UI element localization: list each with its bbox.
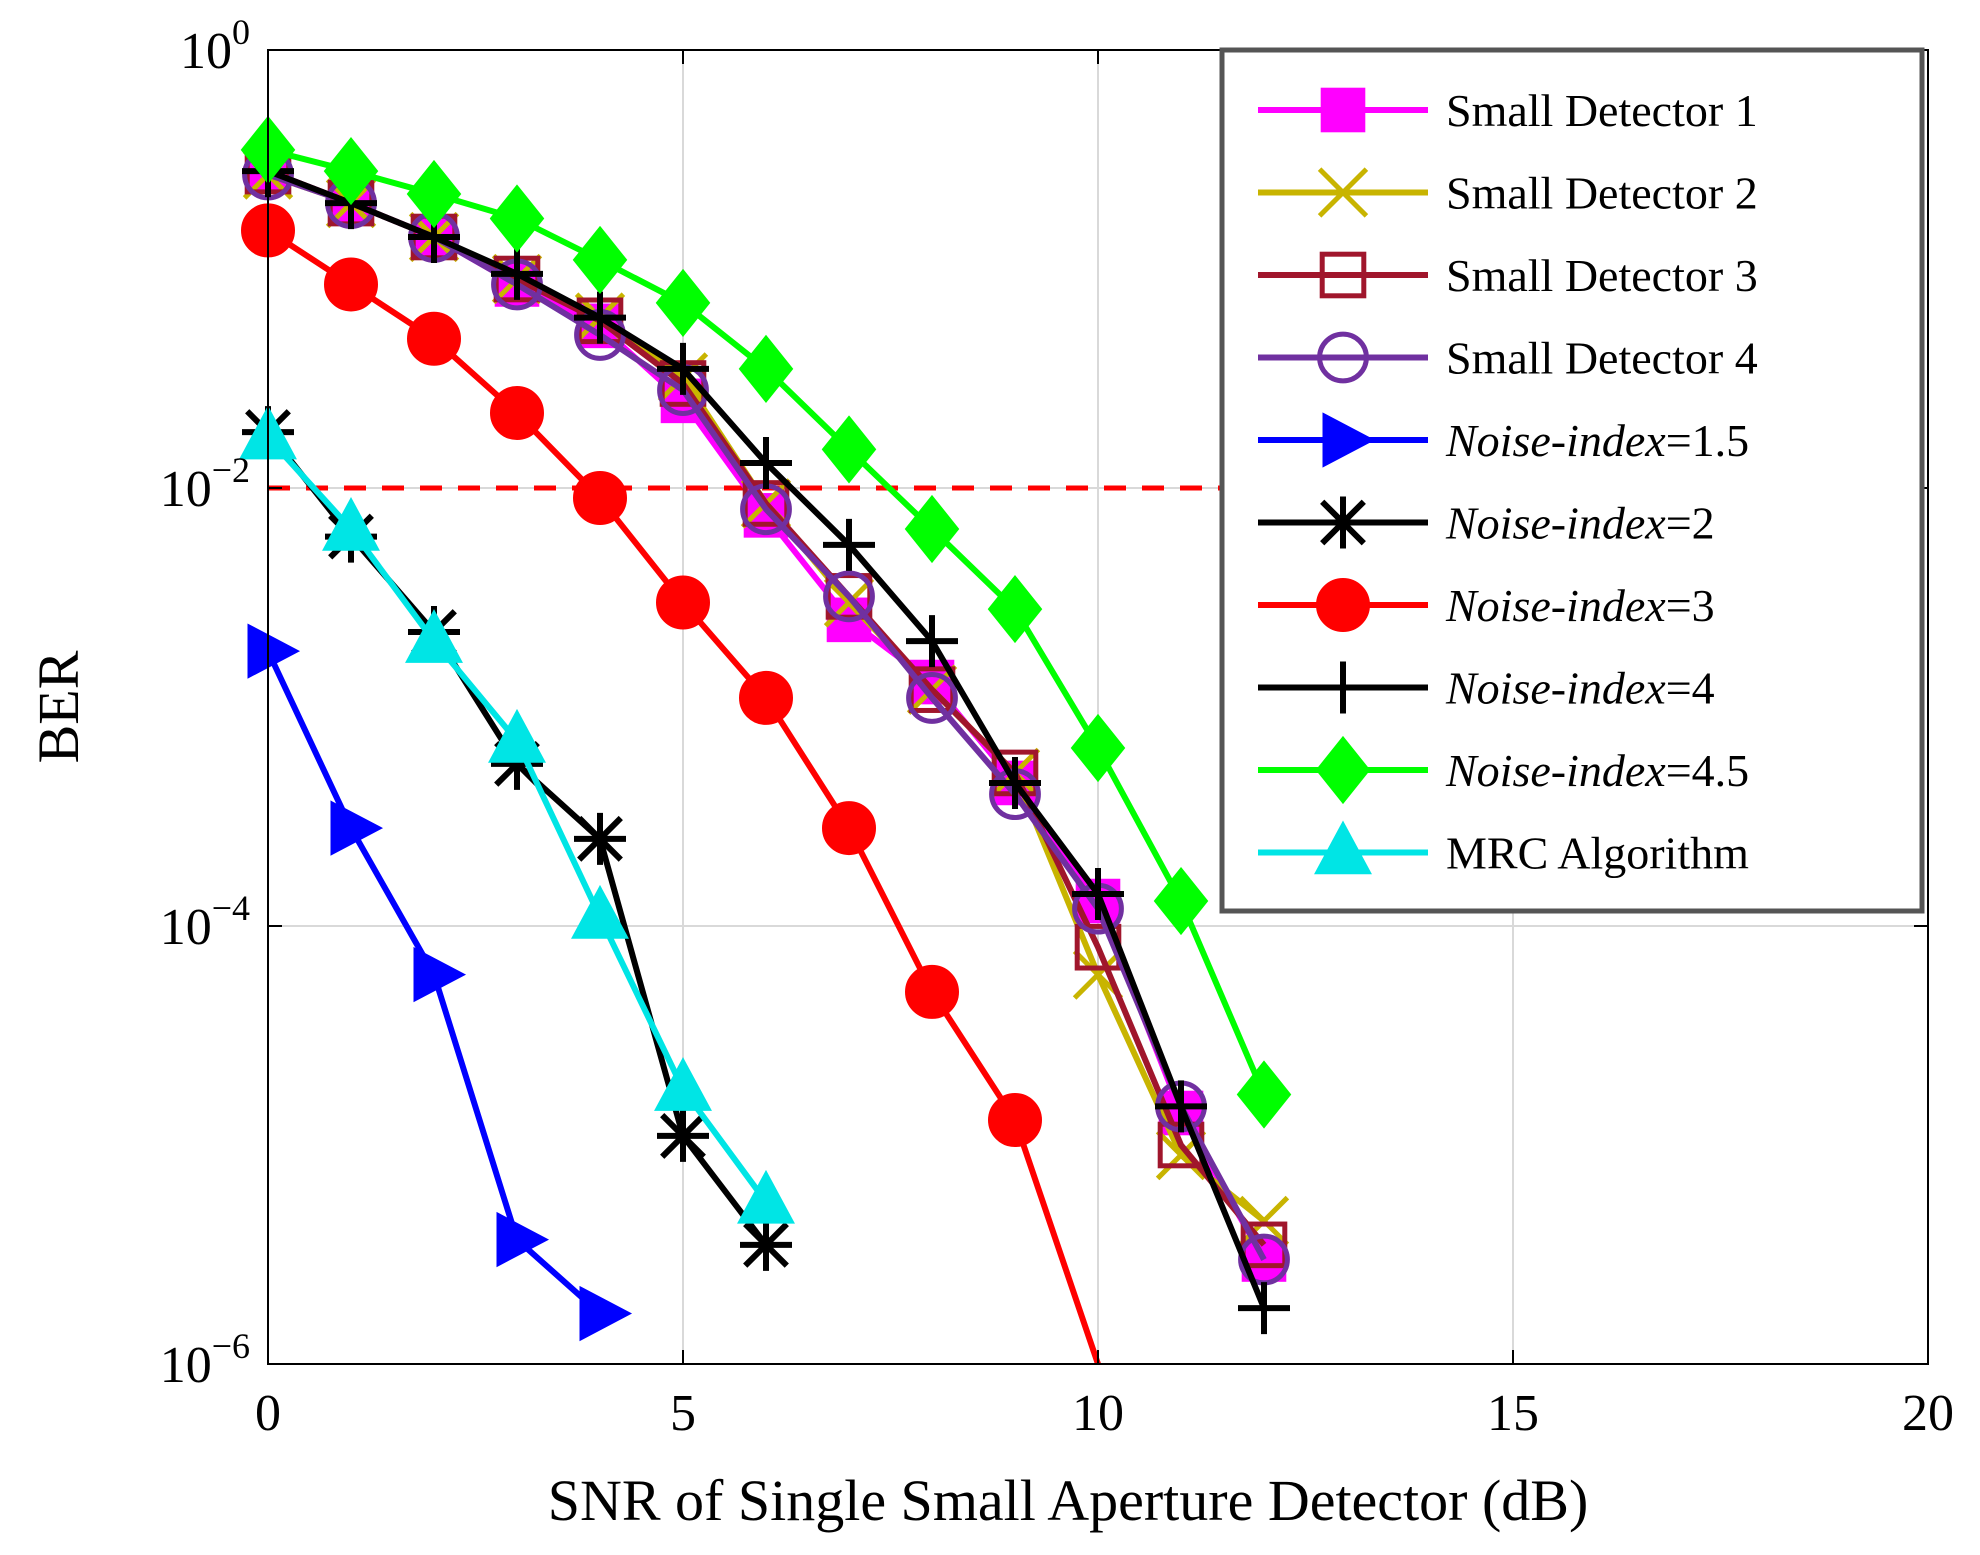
legend-label: Small Detector 1 (1446, 85, 1758, 136)
data-point (825, 573, 873, 620)
legend-label: MRC Algorithm (1446, 828, 1749, 879)
data-point (906, 615, 958, 668)
legend-marker (1317, 496, 1369, 549)
data-point (407, 311, 461, 366)
data-point (739, 670, 793, 725)
data-point (1070, 713, 1126, 783)
legend-marker (1317, 331, 1369, 384)
x-tick-label: 15 (1487, 1385, 1539, 1442)
legend-marker (1322, 412, 1376, 468)
data-point (1155, 1080, 1207, 1133)
legend-entry: Noise-index=4 (1258, 661, 1715, 714)
legend-label: Noise-index=1.5 (1445, 415, 1749, 466)
series-5 (247, 623, 633, 1342)
data-point (823, 570, 875, 623)
data-point (491, 737, 543, 790)
data-point (571, 884, 629, 939)
data-point (1236, 1060, 1292, 1129)
data-point (496, 1211, 550, 1268)
data-point (406, 159, 462, 229)
data-point (823, 518, 875, 571)
data-point (405, 609, 463, 663)
legend-entry: Small Detector 4 (1258, 331, 1758, 384)
data-point (656, 575, 710, 630)
series-9 (240, 115, 1292, 1129)
legend-label: Noise-index=4 (1445, 663, 1715, 714)
legend-entry: Noise-index=2 (1258, 496, 1715, 549)
data-point (740, 1218, 792, 1271)
legend-label: Noise-index=2 (1445, 498, 1715, 549)
y-axis-title: BER (26, 650, 91, 763)
data-point (655, 268, 711, 338)
data-point (738, 334, 794, 403)
data-point (654, 1057, 712, 1111)
data-point (906, 672, 958, 724)
data-point (740, 437, 792, 490)
data-point (905, 964, 959, 1019)
x-tick-label: 10 (1072, 1385, 1124, 1442)
y-tick-label: 100 (180, 12, 250, 80)
legend-marker (1315, 735, 1371, 805)
data-point (324, 257, 378, 312)
data-point (657, 342, 709, 395)
legend-marker (1320, 87, 1366, 133)
legend-marker (1317, 167, 1369, 218)
data-point (488, 708, 546, 763)
legend-entry: Noise-index=1.5 (1258, 412, 1749, 468)
legend-label: Noise-index=4.5 (1445, 745, 1749, 796)
data-point (988, 1093, 1042, 1148)
data-point (322, 496, 380, 551)
data-point (489, 184, 545, 253)
data-point (822, 801, 876, 856)
data-point (323, 136, 379, 206)
data-point (1238, 1282, 1290, 1335)
legend-entry: Noise-index=4.5 (1258, 735, 1749, 805)
data-point (574, 291, 626, 344)
y-tick-label: 10−4 (160, 888, 250, 956)
y-tick-label: 10−6 (160, 1326, 250, 1394)
data-point (904, 494, 960, 564)
data-point (657, 1109, 709, 1162)
x-tick-label: 20 (1902, 1385, 1954, 1442)
data-point (821, 415, 877, 484)
legend-marker (1317, 661, 1369, 714)
data-point (490, 386, 544, 441)
y-tick-label: 10−2 (160, 450, 250, 518)
legend-entry: MRC Algorithm (1258, 820, 1749, 879)
legend-label: Small Detector 4 (1446, 333, 1758, 384)
data-point (574, 812, 626, 865)
legend-entry: Small Detector 3 (1258, 250, 1758, 301)
series-7 (241, 203, 1101, 1364)
legend-label: Noise-index=3 (1445, 580, 1715, 631)
x-tick-label: 0 (255, 1385, 281, 1442)
legend-entry: Small Detector 2 (1258, 167, 1758, 219)
legend-marker (1316, 578, 1370, 632)
legend-entry: Small Detector 1 (1258, 85, 1758, 136)
legend-label: Small Detector 2 (1446, 168, 1758, 219)
x-tick-label: 5 (670, 1385, 696, 1442)
legend-label: Small Detector 3 (1446, 250, 1758, 301)
x-axis-title: SNR of Single Small Aperture Detector (d… (548, 1468, 1589, 1533)
data-point (330, 800, 384, 856)
legend-marker (1319, 251, 1367, 299)
legend-entry: Noise-index=3 (1258, 578, 1715, 632)
data-point (989, 756, 1041, 809)
data-point (737, 1169, 795, 1224)
axis-ticks: 0 5 10 15 20 100 10−2 10−4 10−6 (160, 12, 1954, 1442)
data-point (1072, 867, 1124, 920)
data-point (247, 623, 301, 679)
data-point (413, 946, 467, 1003)
data-point (987, 574, 1043, 644)
data-point (1153, 866, 1209, 936)
legend: Small Detector 1 Small Detector 2 Small De… (1219, 47, 1925, 914)
data-point (572, 225, 628, 295)
legend-marker (1314, 820, 1372, 875)
data-point (573, 471, 627, 526)
data-point (491, 247, 543, 300)
data-point (579, 1285, 633, 1342)
